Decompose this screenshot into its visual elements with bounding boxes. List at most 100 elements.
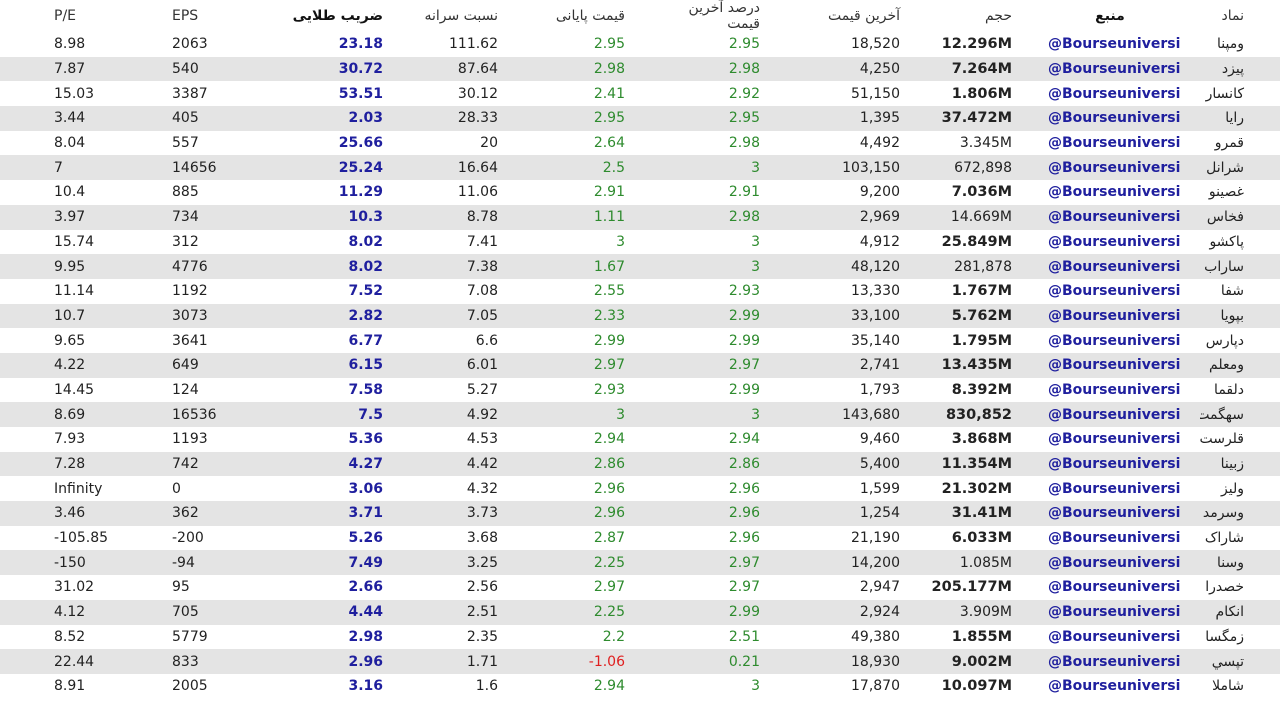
cell-source[interactable]: @Bourseuniversi: [1040, 599, 1200, 625]
cell-last-price: 14,200: [800, 550, 920, 576]
header-volume[interactable]: حجم: [920, 0, 1040, 32]
table-row[interactable]: 8.91 2005 3.16 1.6 2.94 3 17,870 10.097M @Bourse…: [0, 673, 1280, 699]
header-symbol[interactable]: نماد: [1200, 0, 1280, 32]
cell-per-share-ratio: 1.6: [415, 673, 550, 699]
header-last-price[interactable]: آخرین قیمت: [800, 0, 920, 32]
table-row[interactable]: 10.4 885 11.29 11.06 2.91 2.91 9,200 7.036M @Bou…: [0, 180, 1280, 205]
cell-per-share-ratio: 7.05: [415, 303, 550, 329]
table-row[interactable]: 31.02 95 2.66 2.56 2.97 2.97 2,947 205.177M @Bou…: [0, 575, 1280, 600]
cell-source[interactable]: @Bourseuniversi: [1040, 451, 1200, 477]
table-row[interactable]: 8.04 557 25.66 20 2.64 2.98 4,492 3.345M @Bourse…: [0, 130, 1280, 156]
cell-eps: 14656: [150, 155, 250, 181]
cell-last-price-pct: 2.94: [675, 427, 800, 452]
cell-gold-ratio: 7.49: [250, 550, 415, 576]
header-pe[interactable]: P/E: [0, 0, 150, 32]
cell-source[interactable]: @Bourseuniversi: [1040, 130, 1200, 156]
cell-source[interactable]: @Bourseuniversi: [1040, 352, 1200, 378]
cell-last-price: 5,400: [800, 451, 920, 477]
cell-source[interactable]: @Bourseuniversi: [1040, 254, 1200, 279]
cell-pe: 4.12: [0, 599, 150, 625]
cell-per-share-ratio: 3.68: [415, 525, 550, 551]
table-row[interactable]: Infinity 0 3.06 4.32 2.96 2.96 1,599 21.302M @Bo…: [0, 476, 1280, 502]
table-row[interactable]: 8.98 2063 23.18 111.62 2.95 2.95 18,520 12.296M…: [0, 32, 1280, 57]
cell-source[interactable]: @Bourseuniversi: [1040, 328, 1200, 353]
table-row[interactable]: 15.74 312 8.02 7.41 3 3 4,912 25.849M @Bourseuni…: [0, 229, 1280, 255]
cell-closing-price: 1.67: [550, 254, 675, 279]
table-row[interactable]: 4.22 649 6.15 6.01 2.97 2.97 2,741 13.435M @Bour…: [0, 352, 1280, 378]
cell-last-price-pct: 3: [675, 229, 800, 255]
table-row[interactable]: 7.87 540 30.72 87.64 2.98 2.98 4,250 7.264M @Bou…: [0, 56, 1280, 82]
header-closing-price[interactable]: قیمت پایانی: [550, 0, 675, 32]
header-source[interactable]: منبع: [1040, 0, 1200, 32]
header-eps[interactable]: EPS: [150, 0, 250, 32]
cell-last-price-pct: 2.93: [675, 278, 800, 304]
header-per-share-ratio[interactable]: نسبت سرانه: [415, 0, 550, 32]
table-row[interactable]: 22.44 833 2.96 1.71 -1.06 0.21 18,930 9.002M @Bo…: [0, 649, 1280, 674]
cell-per-share-ratio: 87.64: [415, 56, 550, 82]
cell-pe: 22.44: [0, 649, 150, 674]
cell-source[interactable]: @Bourseuniversi: [1040, 673, 1200, 699]
cell-last-price-pct: 2.98: [675, 130, 800, 156]
cell-last-price: 143,680: [800, 402, 920, 427]
cell-eps: 4776: [150, 254, 250, 279]
cell-last-price-pct: 2.99: [675, 599, 800, 625]
cell-source[interactable]: @Bourseuniversi: [1040, 402, 1200, 427]
table-row[interactable]: 9.95 4776 8.02 7.38 1.67 3 48,120 281,878 @Bours…: [0, 254, 1280, 279]
cell-source[interactable]: @Bourseuniversi: [1040, 501, 1200, 526]
cell-source[interactable]: @Bourseuniversi: [1040, 476, 1200, 502]
table-row[interactable]: 7.28 742 4.27 4.42 2.86 2.86 5,400 11.354M @Bour…: [0, 451, 1280, 477]
cell-closing-price: 2.25: [550, 550, 675, 576]
table-row[interactable]: 8.52 5779 2.98 2.35 2.2 2.51 49,380 1.855M @Bour…: [0, 624, 1280, 650]
cell-source[interactable]: @Bourseuniversi: [1040, 32, 1200, 57]
table-row[interactable]: 3.44 405 2.03 28.33 2.95 2.95 1,395 37.472M @Bou…: [0, 106, 1280, 131]
cell-pe: 8.69: [0, 402, 150, 427]
table-row[interactable]: 14.45 124 7.58 5.27 2.93 2.99 1,793 8.392M @Bour…: [0, 377, 1280, 403]
header-last-price-pct[interactable]: درصد آخرین قیمت: [675, 0, 800, 32]
cell-last-price: 1,254: [800, 501, 920, 526]
table-row[interactable]: -150 -94 7.49 3.25 2.25 2.97 14,200 1.085M @Bour…: [0, 550, 1280, 576]
cell-source[interactable]: @Bourseuniversi: [1040, 427, 1200, 452]
cell-source[interactable]: @Bourseuniversi: [1040, 81, 1200, 107]
header-gold-ratio[interactable]: ضریب طلایی: [250, 0, 415, 32]
table-row[interactable]: 11.14 1192 7.52 7.08 2.55 2.93 13,330 1.767M @Bo…: [0, 278, 1280, 304]
cell-eps: 312: [150, 229, 250, 255]
cell-gold-ratio: 53.51: [250, 81, 415, 107]
table-row[interactable]: 15.03 3387 53.51 30.12 2.41 2.92 51,150 1.806M @…: [0, 81, 1280, 107]
table-row[interactable]: 8.69 16536 7.5 4.92 3 3 143,680 830,852 @Bourseu…: [0, 402, 1280, 427]
cell-closing-price: 2.33: [550, 303, 675, 329]
cell-source[interactable]: @Bourseuniversi: [1040, 377, 1200, 403]
table-row[interactable]: 3.97 734 10.3 8.78 1.11 2.98 2,969 14.669M @Bour…: [0, 204, 1280, 230]
cell-per-share-ratio: 4.42: [415, 451, 550, 477]
cell-last-price-pct: 3: [675, 155, 800, 181]
cell-closing-price: 2.87: [550, 525, 675, 551]
table-row[interactable]: -105.85 -200 5.26 3.68 2.87 2.96 21,190 6.033M @…: [0, 525, 1280, 551]
cell-source[interactable]: @Bourseuniversi: [1040, 180, 1200, 205]
cell-volume: 3.909M: [920, 599, 1040, 625]
table-row[interactable]: 7 14656 25.24 16.64 2.5 3 103,150 672,898 @Bours…: [0, 155, 1280, 181]
cell-source[interactable]: @Bourseuniversi: [1040, 204, 1200, 230]
cell-gold-ratio: 23.18: [250, 32, 415, 57]
cell-source[interactable]: @Bourseuniversi: [1040, 550, 1200, 576]
table-row[interactable]: 9.65 3641 6.77 6.6 2.99 2.99 35,140 1.795M @Bour…: [0, 328, 1280, 353]
cell-source[interactable]: @Bourseuniversi: [1040, 155, 1200, 181]
cell-source[interactable]: @Bourseuniversi: [1040, 303, 1200, 329]
cell-pe: 7.87: [0, 56, 150, 82]
table-row[interactable]: 10.7 3073 2.82 7.05 2.33 2.99 33,100 5.762M @Bou…: [0, 303, 1280, 329]
header-row: P/E EPS ضریب طلایی نسبت سرانه قیمت پایان…: [0, 0, 1280, 32]
cell-gold-ratio: 7.58: [250, 377, 415, 403]
table-row[interactable]: 4.12 705 4.44 2.51 2.25 2.99 2,924 3.909M @Bours…: [0, 599, 1280, 625]
cell-source[interactable]: @Bourseuniversi: [1040, 525, 1200, 551]
table-row[interactable]: 3.46 362 3.71 3.73 2.96 2.96 1,254 31.41M @Bours…: [0, 501, 1280, 526]
cell-source[interactable]: @Bourseuniversi: [1040, 106, 1200, 131]
cell-source[interactable]: @Bourseuniversi: [1040, 624, 1200, 650]
cell-source[interactable]: @Bourseuniversi: [1040, 278, 1200, 304]
cell-source[interactable]: @Bourseuniversi: [1040, 649, 1200, 674]
cell-source[interactable]: @Bourseuniversi: [1040, 56, 1200, 82]
cell-pe: 15.03: [0, 81, 150, 107]
table-row[interactable]: 7.93 1193 5.36 4.53 2.94 2.94 9,460 3.868M @Bour…: [0, 427, 1280, 452]
cell-per-share-ratio: 4.53: [415, 427, 550, 452]
cell-source[interactable]: @Bourseuniversi: [1040, 229, 1200, 255]
cell-last-price: 2,741: [800, 352, 920, 378]
cell-last-price-pct: 2.86: [675, 451, 800, 477]
cell-source[interactable]: @Bourseuniversi: [1040, 575, 1200, 600]
